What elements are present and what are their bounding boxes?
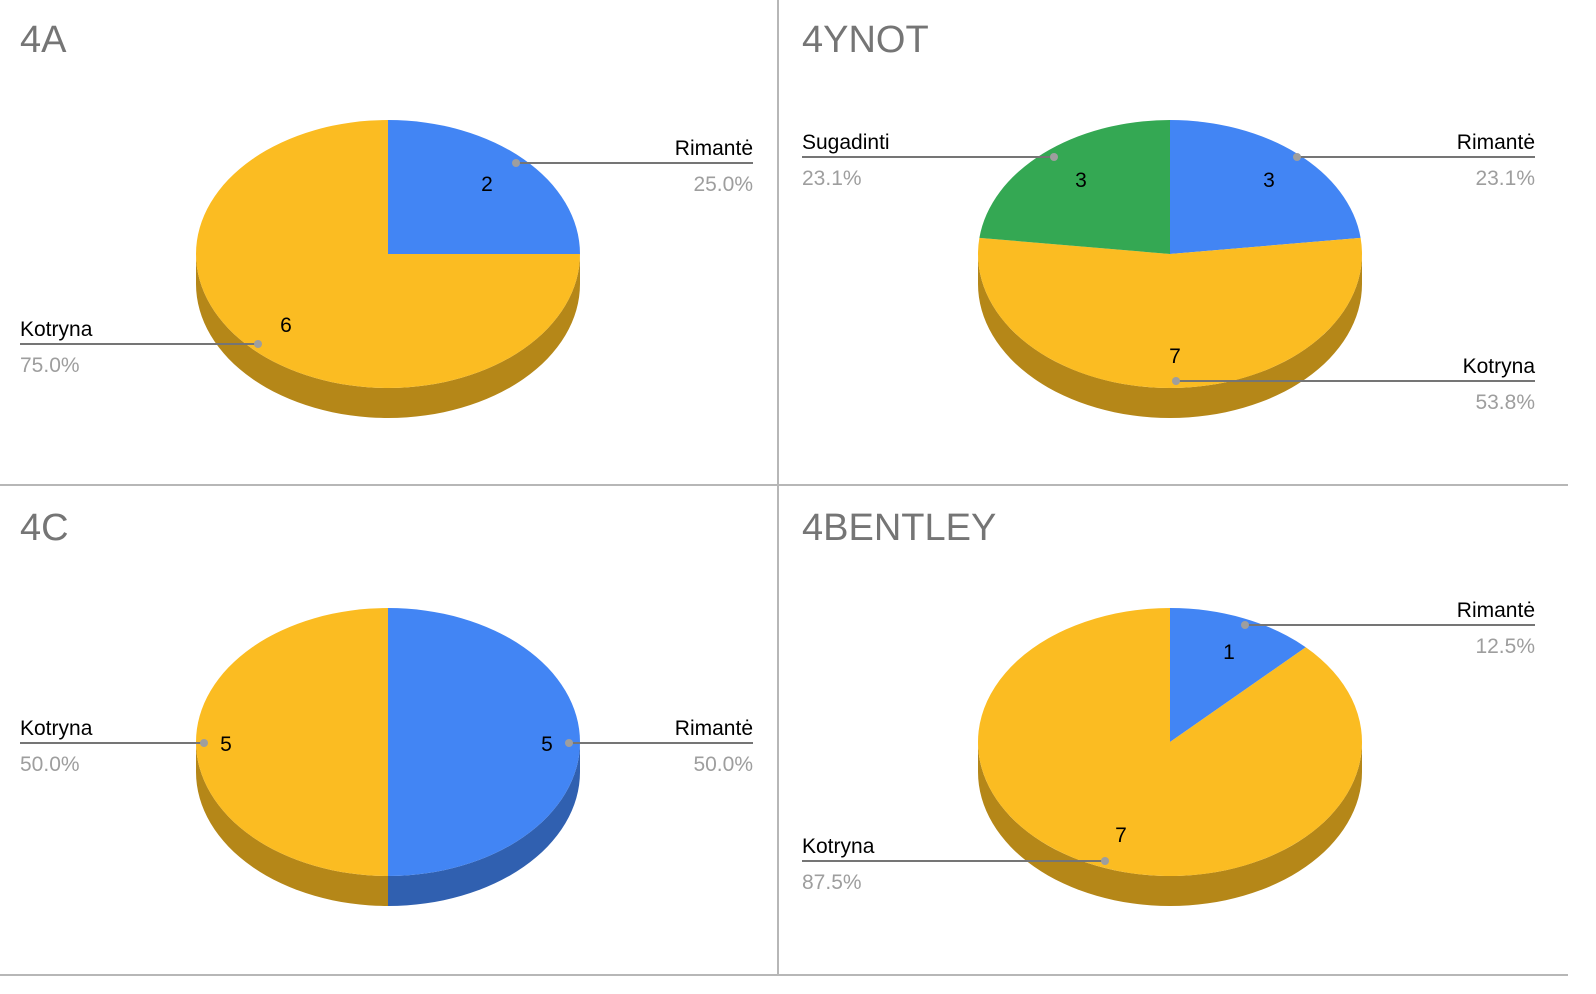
pie-wall-rimante	[388, 742, 580, 906]
pie-chart-4c: 4C Rimantė 50.0% 5 Kotryna 50.0% 5	[20, 507, 753, 906]
slice-percent: 25.0%	[693, 173, 753, 196]
chart-panel-4bentley: 4BENTLEY Rimantė 12.5% 1 Kotryna 87.5% 7	[782, 488, 1560, 972]
pie-side-walls	[978, 742, 1362, 906]
pie-wall-kotryna	[978, 742, 1362, 906]
pie-slice-sugadinti	[979, 120, 1170, 254]
pie-slices	[977, 120, 1362, 389]
chart-panel-4ynot: 4YNOT Rimantė 23.1% 3 Kotryna 53.8% 7 Sugadinti…	[782, 0, 1560, 484]
slice-label: Kotryna	[802, 835, 875, 858]
slice-annotation-rimante: Rimantė 25.0% 2	[481, 137, 753, 196]
leader-dot	[512, 159, 520, 167]
slice-percent: 53.8%	[1475, 391, 1535, 414]
slice-label: Kotryna	[20, 318, 93, 341]
pie-slice-kotryna	[196, 120, 580, 388]
slice-value-label: 2	[481, 173, 493, 196]
slice-label: Sugadinti	[802, 131, 890, 154]
chart-title: 4BENTLEY	[802, 507, 996, 549]
slice-annotation-kotryna: Kotryna 50.0% 5	[20, 717, 232, 776]
leader-dot	[565, 739, 573, 747]
chart-title: 4A	[20, 19, 67, 61]
leader-dot	[200, 739, 208, 747]
pie-slice-rimante	[388, 120, 580, 254]
pie-wall-kotryna	[196, 254, 580, 418]
leader-dot	[1241, 621, 1249, 629]
pie-chart-4ynot: 4YNOT Rimantė 23.1% 3 Kotryna 53.8% 7 Sugadinti…	[802, 19, 1535, 418]
chart-panel-4a: 4A Rimantė 25.0% 2 Kotryna 75.0% 6	[0, 0, 778, 484]
slice-annotation-rimante: Rimantė 23.1% 3	[1263, 131, 1535, 192]
bottom-divider	[0, 974, 1568, 976]
slice-annotation-kotryna: Kotryna 87.5% 7	[802, 824, 1127, 894]
slice-percent: 23.1%	[802, 167, 862, 190]
slice-label: Rimantė	[675, 137, 753, 160]
slice-annotation-kotryna: Kotryna 75.0% 6	[20, 314, 292, 377]
leader-dot	[254, 340, 262, 348]
slice-percent: 87.5%	[802, 871, 862, 894]
pie-slice-kotryna	[978, 608, 1362, 876]
pie-chart-4bentley: 4BENTLEY Rimantė 12.5% 1 Kotryna 87.5% 7	[802, 507, 1535, 906]
pie-slice-kotryna	[977, 237, 1362, 389]
pie-slice-rimante	[1170, 608, 1306, 742]
slice-annotation-rimante: Rimantė 12.5% 1	[1223, 599, 1535, 664]
slice-percent: 12.5%	[1475, 635, 1535, 658]
slice-label: Rimantė	[1457, 131, 1535, 154]
pie-slices	[196, 608, 580, 876]
slice-value-label: 1	[1223, 641, 1235, 664]
pie-slices	[196, 120, 580, 388]
horizontal-divider	[0, 484, 1568, 486]
slice-percent: 75.0%	[20, 354, 80, 377]
slice-value-label: 7	[1115, 824, 1127, 847]
slice-percent: 23.1%	[1475, 167, 1535, 190]
leader-dot	[1293, 153, 1301, 161]
slice-annotation-sugadinti: Sugadinti 23.1% 3	[802, 131, 1087, 192]
pie-slice-rimante	[388, 608, 580, 876]
slice-value-label: 5	[541, 733, 553, 756]
chart-title: 4YNOT	[802, 19, 929, 61]
pie-chart-4a: 4A Rimantė 25.0% 2 Kotryna 75.0% 6	[20, 19, 753, 418]
pie-side-walls	[196, 742, 580, 906]
slice-value-label: 5	[220, 733, 232, 756]
leader-dot	[1101, 857, 1109, 865]
slice-percent: 50.0%	[20, 753, 80, 776]
vertical-divider	[777, 0, 779, 976]
slice-annotation-rimante: Rimantė 50.0% 5	[541, 717, 753, 776]
slice-value-label: 3	[1075, 169, 1087, 192]
slice-value-label: 3	[1263, 169, 1275, 192]
leader-dot	[1050, 153, 1058, 161]
pie-slice-rimante	[1170, 120, 1361, 254]
slice-value-label: 7	[1169, 345, 1181, 368]
slice-label: Kotryna	[20, 717, 93, 740]
pie-side-walls	[196, 254, 580, 418]
slice-percent: 50.0%	[693, 753, 753, 776]
pie-side-walls	[978, 254, 1362, 418]
pie-wall-kotryna	[196, 742, 388, 906]
chart-title: 4C	[20, 507, 69, 549]
slice-value-label: 6	[280, 314, 292, 337]
slice-label: Rimantė	[1457, 599, 1535, 622]
slice-annotation-kotryna: Kotryna 53.8% 7	[1169, 345, 1535, 414]
pie-wall-kotryna	[978, 254, 1362, 418]
slice-label: Rimantė	[675, 717, 753, 740]
leader-dot	[1172, 377, 1180, 385]
pie-slices	[978, 608, 1362, 876]
pie-slice-kotryna	[196, 608, 388, 876]
chart-panel-4c: 4C Rimantė 50.0% 5 Kotryna 50.0% 5	[0, 488, 778, 972]
slice-label: Kotryna	[1463, 355, 1536, 378]
